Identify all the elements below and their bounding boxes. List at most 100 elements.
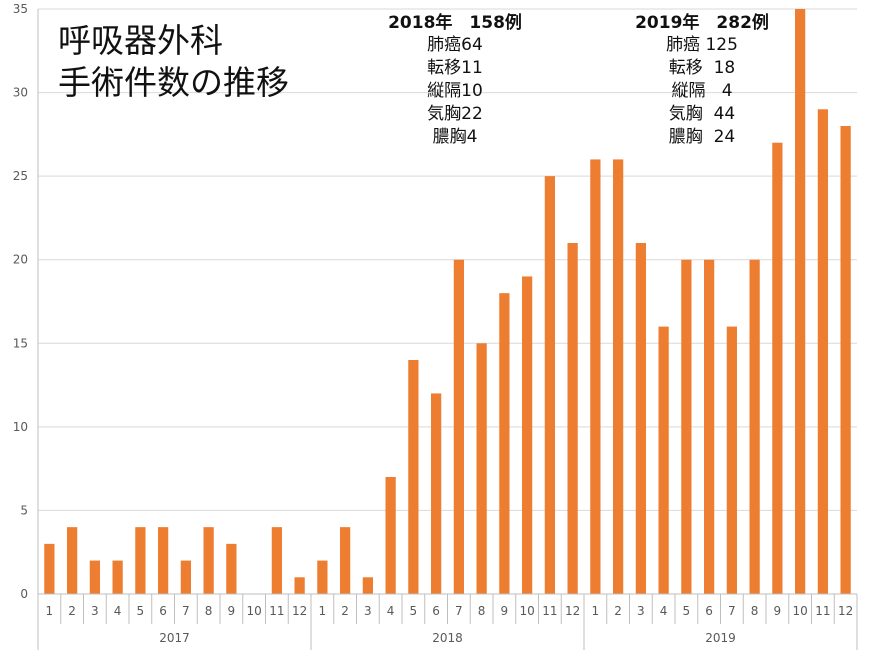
bar: [772, 142, 783, 594]
annotation-2019: 2019年 282例 肺癌 125 転移 18 縦隔 4 気胸 44 膿胸 24: [622, 12, 782, 149]
bar: [89, 560, 100, 594]
x-tick-label: 12: [565, 604, 580, 618]
bar: [726, 326, 737, 594]
bar: [817, 109, 828, 595]
x-tick-label: 6: [705, 604, 713, 618]
bar: [271, 527, 282, 594]
x-tick-label: 5: [683, 604, 691, 618]
x-tick-label: 8: [751, 604, 759, 618]
annotation-2018-line: 転移11: [427, 58, 483, 78]
chart-title-line-2: 手術件数の推移: [58, 63, 289, 102]
x-tick-label: 9: [501, 604, 509, 618]
annotation-2018-line: 膿胸4: [432, 127, 478, 147]
y-tick-label: 35: [13, 2, 28, 16]
bars: [44, 9, 851, 595]
bar: [112, 560, 123, 594]
bar: [681, 259, 692, 594]
bar: [795, 9, 806, 594]
bar: [362, 577, 373, 594]
x-tick-label: 12: [292, 604, 307, 618]
x-tick-label: 6: [432, 604, 440, 618]
y-tick-label: 5: [20, 503, 28, 517]
x-tick-label: 11: [269, 604, 284, 618]
bar: [203, 527, 214, 594]
bar: [340, 527, 351, 594]
bar: [476, 343, 487, 594]
annotation-2018-line: 気胸22: [427, 104, 483, 124]
annotation-2018-line: 縦隔10: [427, 81, 483, 101]
bar: [135, 527, 146, 594]
x-tick-label: 1: [592, 604, 600, 618]
bar: [658, 326, 669, 594]
x-tick-label: 3: [364, 604, 372, 618]
y-tick-label: 25: [13, 169, 28, 183]
bar: [431, 393, 442, 594]
bar: [544, 176, 555, 594]
annotation-2019-line: 肺癌 125: [666, 35, 738, 55]
x-tick-label: 2: [68, 604, 76, 618]
annotation-2019-line: 膿胸 24: [668, 127, 736, 147]
bar: [158, 527, 169, 594]
bar: [385, 477, 396, 594]
x-tick-label: 3: [91, 604, 99, 618]
y-tick-labels: 0 5 10 15 20 25 30 35: [13, 2, 28, 601]
x-tick-label: 9: [774, 604, 782, 618]
x-group-label: 2017: [159, 631, 190, 645]
x-tick-label: 7: [182, 604, 190, 618]
annotation-2019-line: 転移 18: [668, 58, 736, 78]
bar: [44, 543, 55, 594]
annotation-2019-line: 縦隔 4: [671, 81, 733, 101]
y-tick-label: 20: [13, 253, 28, 267]
bar: [499, 293, 510, 594]
x-tick-label: 7: [728, 604, 736, 618]
axes: [37, 9, 858, 650]
bar: [226, 543, 237, 594]
x-tick-label: 11: [815, 604, 830, 618]
bar: [749, 259, 760, 594]
x-tick-label: 8: [478, 604, 486, 618]
bar: [590, 159, 601, 594]
x-tick-label: 7: [455, 604, 463, 618]
bar: [840, 126, 851, 594]
x-tick-label: 4: [660, 604, 668, 618]
x-group-label: 2018: [432, 631, 463, 645]
y-tick-label: 30: [13, 86, 28, 100]
x-tick-label: 2: [341, 604, 349, 618]
annotation-2018: 2018年 158例 肺癌64 転移11 縦隔10 気胸22 膿胸4: [375, 12, 535, 149]
bar: [294, 577, 305, 594]
x-tick-label: 12: [838, 604, 853, 618]
x-tick-label: 10: [792, 604, 807, 618]
bar: [635, 243, 646, 594]
x-tick-label: 2: [614, 604, 622, 618]
bar: [613, 159, 624, 594]
x-tick-label: 3: [637, 604, 645, 618]
x-tick-label: 6: [159, 604, 167, 618]
y-tick-label: 10: [13, 420, 28, 434]
x-tick-label: 1: [319, 604, 327, 618]
annotation-2018-line: 肺癌64: [427, 35, 483, 55]
y-tick-label: 15: [13, 336, 28, 350]
bar: [408, 360, 419, 594]
bar: [180, 560, 191, 594]
x-tick-label: 10: [246, 604, 261, 618]
bar: [67, 527, 78, 594]
x-group-label: 2019: [705, 631, 736, 645]
bar: [567, 243, 578, 594]
gridlines: [38, 8, 857, 511]
annotation-2018-heading: 2018年 158例: [388, 13, 522, 33]
x-tick-label: 5: [137, 604, 145, 618]
bar: [522, 276, 533, 594]
annotation-2019-line: 気胸 44: [668, 104, 736, 124]
annotation-2019-heading: 2019年 282例: [635, 13, 769, 33]
x-tick-label: 9: [228, 604, 236, 618]
bar: [704, 259, 715, 594]
bar: [317, 560, 328, 594]
x-tick-label: 1: [46, 604, 54, 618]
x-tick-label: 5: [410, 604, 418, 618]
chart-title-line-1: 呼吸器外科: [58, 21, 223, 60]
bar: [453, 259, 464, 594]
x-tick-label: 11: [542, 604, 557, 618]
x-tick-label: 4: [114, 604, 122, 618]
